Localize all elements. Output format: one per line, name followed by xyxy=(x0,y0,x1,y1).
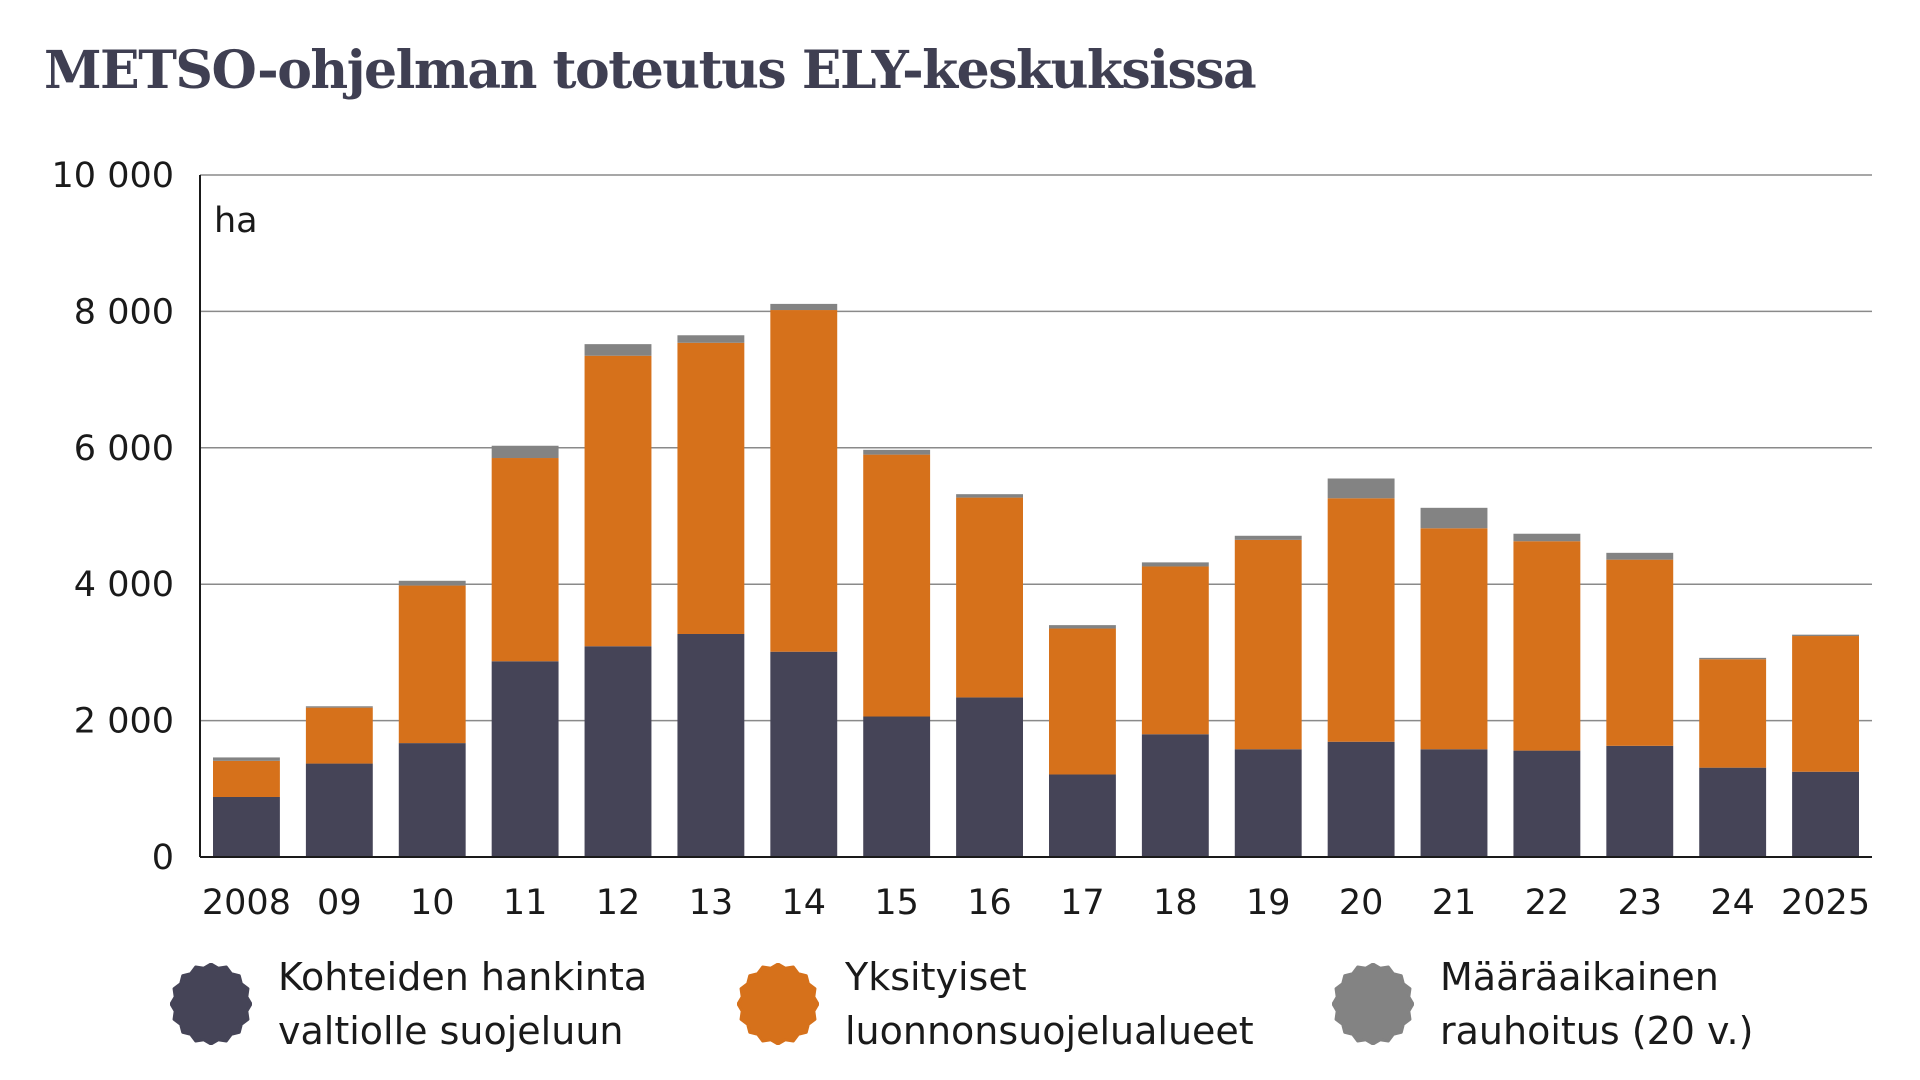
bars xyxy=(213,303,1859,857)
bar-segment xyxy=(213,760,280,797)
bar-segment xyxy=(1513,533,1581,542)
bar-segment xyxy=(491,458,559,662)
y-tick-label: 4 000 xyxy=(74,565,174,605)
x-tick-label: 19 xyxy=(1246,883,1291,923)
bar-segment xyxy=(1792,636,1859,772)
bar-segment xyxy=(677,633,745,857)
x-tick-label: 10 xyxy=(410,883,455,923)
y-tick-label: 8 000 xyxy=(74,292,174,332)
bar-segment xyxy=(1234,539,1302,750)
bar-segment xyxy=(1049,628,1116,775)
x-tick-label: 2025 xyxy=(1781,883,1870,923)
bar-segment xyxy=(1420,507,1488,529)
x-tick-label: 20 xyxy=(1339,883,1384,923)
chart-title: METSO-ohjelman toteutus ELY-keskuksissa xyxy=(44,40,1257,101)
bar-segment xyxy=(1606,745,1674,857)
x-tick-label: 12 xyxy=(596,883,641,923)
bar-segment xyxy=(677,342,745,634)
legend-label: Kohteiden hankinta valtiolle suojeluun xyxy=(278,955,648,1053)
legend-item-kohteiden-hankinta: Kohteiden hankinta valtiolle suojeluun xyxy=(170,950,647,1058)
bar-segment xyxy=(1327,498,1395,742)
bar-segment xyxy=(770,310,838,652)
x-tick-label: 09 xyxy=(317,883,362,923)
bar-segment xyxy=(677,335,745,343)
unit-label: ha xyxy=(214,201,258,241)
bar-segment xyxy=(213,757,280,761)
stacked-bar-chart: 0 2 000 4 000 6 000 8 000 10 000 2008 09 10 11 12 1… xyxy=(52,156,1872,923)
legend-item-maaraaikainen: Määräaikainen rauhoitus (20 v.) xyxy=(1332,950,1753,1058)
bar-segment xyxy=(1792,771,1859,857)
bar-segment xyxy=(305,706,373,708)
grid-lines xyxy=(200,174,1872,722)
bar-segment xyxy=(1327,478,1395,499)
bar-segment xyxy=(584,355,652,647)
x-tick-label: 21 xyxy=(1432,883,1477,923)
y-tick-label: 10 000 xyxy=(52,156,174,196)
bar-segment xyxy=(305,707,373,764)
x-tick-label: 11 xyxy=(503,883,548,923)
bar-segment xyxy=(1234,535,1302,540)
x-tick-label: 24 xyxy=(1710,883,1755,923)
bar-segment xyxy=(1141,566,1209,735)
legend-swatch-gray-icon xyxy=(1332,963,1414,1045)
bar-segment xyxy=(213,796,280,857)
bar-segment xyxy=(1234,749,1302,857)
x-tick-label: 15 xyxy=(874,883,919,923)
bar-segment xyxy=(863,449,931,455)
bar-segment xyxy=(584,646,652,857)
bar-segment xyxy=(491,445,559,459)
x-tick-label: 23 xyxy=(1618,883,1663,923)
bar-segment xyxy=(1141,734,1209,857)
bar-segment xyxy=(1606,559,1674,746)
legend-label: Yksityiset luonnonsuojelualueet xyxy=(845,955,1254,1053)
bar-segment xyxy=(398,743,466,857)
bar-segment xyxy=(1606,552,1674,560)
bar-segment xyxy=(770,303,838,311)
bar-segment xyxy=(491,661,559,857)
bar-segment xyxy=(1327,741,1395,857)
bar-segment xyxy=(1049,774,1116,857)
x-tick-label: 16 xyxy=(967,883,1012,923)
bar-segment xyxy=(956,697,1023,857)
x-tick-label: 22 xyxy=(1525,883,1570,923)
bar-segment xyxy=(1792,634,1859,637)
axes: 0 2 000 4 000 6 000 8 000 10 000 2008 09 10 11 12 1… xyxy=(52,156,1872,923)
x-tick-label: 17 xyxy=(1060,883,1105,923)
y-tick-label: 0 xyxy=(152,838,174,878)
bar-segment xyxy=(1699,659,1767,768)
bar-segment xyxy=(863,716,931,857)
bar-segment xyxy=(1513,750,1581,857)
bar-segment xyxy=(1049,625,1116,629)
legend-item-yksityiset: Yksityiset luonnonsuojelualueet xyxy=(737,950,1254,1058)
y-tick-label: 6 000 xyxy=(74,429,174,469)
x-tick-label: 14 xyxy=(782,883,827,923)
bar-segment xyxy=(956,497,1023,698)
bar-segment xyxy=(863,454,931,717)
bar-segment xyxy=(1420,528,1488,750)
bar-segment xyxy=(1141,562,1209,567)
legend-swatch-orange-icon xyxy=(737,963,819,1045)
bar-segment xyxy=(305,763,373,857)
bar-segment xyxy=(770,651,838,857)
legend-label: Määräaikainen rauhoitus (20 v.) xyxy=(1440,955,1754,1053)
x-tick-label: 13 xyxy=(689,883,734,923)
bar-segment xyxy=(956,494,1023,498)
bar-segment xyxy=(398,585,466,744)
legend-swatch-dark-icon xyxy=(170,963,252,1045)
x-tick-label: 2008 xyxy=(202,883,291,923)
bar-segment xyxy=(584,344,652,356)
bar-segment xyxy=(1420,749,1488,857)
x-tick-label: 18 xyxy=(1153,883,1198,923)
bar-segment xyxy=(1699,767,1767,857)
bar-segment xyxy=(1699,657,1767,660)
bar-segment xyxy=(1513,541,1581,751)
bar-segment xyxy=(398,580,466,586)
y-tick-label: 2 000 xyxy=(74,702,174,742)
